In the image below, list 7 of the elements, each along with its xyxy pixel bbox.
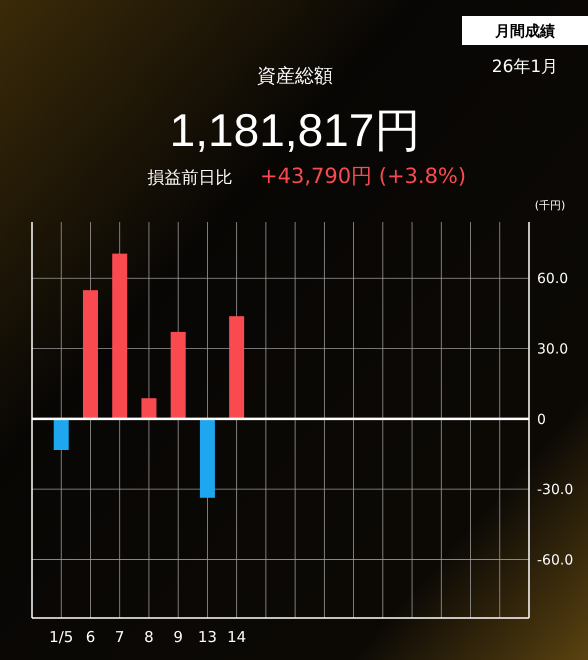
ylabel: (千円)	[534, 199, 566, 212]
annotation: +43,790円 (+3.8%)	[260, 164, 466, 188]
annotation: 26年1月	[492, 57, 558, 77]
annotation: 月間成績	[495, 22, 555, 40]
annotation: 損益前日比	[148, 168, 232, 188]
subtitle: 1,181,817円	[170, 104, 420, 156]
title: 資産総額	[257, 65, 333, 87]
